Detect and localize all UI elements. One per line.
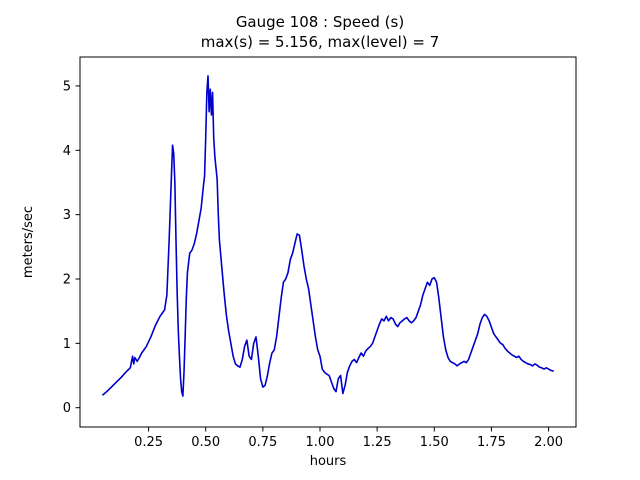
x-tick-label: 1.50 [420,435,449,450]
y-tick-label: 3 [63,208,71,223]
x-tick-label: 2.00 [534,435,563,450]
chart-title-block: Gauge 108 : Speed (s) max(s) = 5.156, ma… [0,12,640,53]
plot-border [79,56,577,428]
y-tick-label: 4 [63,144,71,159]
x-tick-label: 1.00 [306,435,335,450]
x-tick-label: 0.25 [134,435,163,450]
speed-line [102,75,554,397]
x-axis-label: hours [310,454,347,469]
y-tick-label: 5 [63,79,71,94]
y-tick-label: 1 [63,337,71,352]
y-tick-label: 2 [63,273,71,288]
y-axis-label: meters/sec [21,206,36,278]
x-tick-label: 0.75 [248,435,277,450]
chart-title: Gauge 108 : Speed (s) [235,13,405,31]
chart-subtitle: max(s) = 5.156, max(level) = 7 [200,33,440,52]
x-tick-label: 1.25 [363,435,392,450]
y-tick-label: 0 [63,401,71,416]
x-tick-label: 1.75 [477,435,506,450]
x-tick-label: 0.50 [191,435,220,450]
